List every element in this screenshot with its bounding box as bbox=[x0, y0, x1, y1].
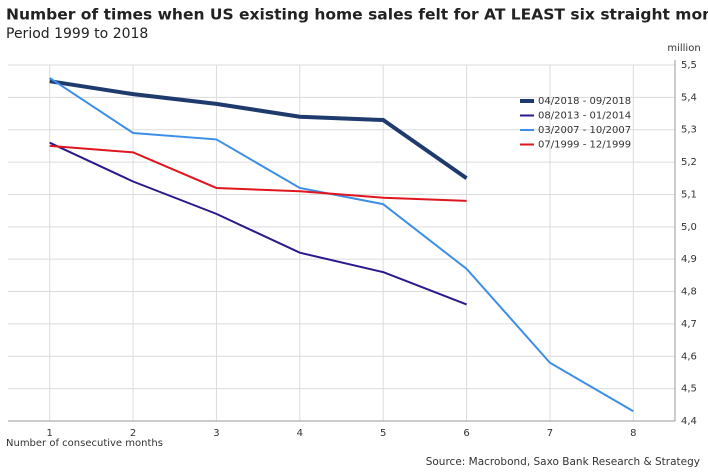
y-tick-label: 4,4 bbox=[681, 416, 697, 427]
y-tick-label: 4,5 bbox=[681, 384, 697, 395]
legend-label: 03/2007 - 10/2007 bbox=[538, 125, 631, 136]
x-tick-label: 2 bbox=[130, 428, 136, 439]
y-tick-label: 5,5 bbox=[681, 60, 697, 71]
y-tick-label: 5,2 bbox=[681, 157, 697, 168]
y-tick-label: 5,0 bbox=[681, 222, 697, 233]
series-line bbox=[49, 77, 634, 413]
series-line bbox=[49, 79, 468, 180]
x-axis-label: Number of consecutive months bbox=[6, 438, 163, 449]
x-tick-label: 5 bbox=[380, 428, 386, 439]
y-tick-label: 4,8 bbox=[681, 287, 697, 298]
y-tick-label: 4,7 bbox=[681, 319, 697, 330]
legend-label: 08/2013 - 01/2014 bbox=[538, 111, 631, 122]
y-tick-label: 4,9 bbox=[681, 254, 697, 265]
legend-label: 07/1999 - 12/1999 bbox=[538, 140, 631, 151]
y-tick-label: 5,1 bbox=[681, 189, 697, 200]
y-tick-label: 5,3 bbox=[681, 125, 697, 136]
series-line bbox=[49, 144, 467, 202]
series-line bbox=[49, 141, 467, 306]
x-tick-label: 6 bbox=[463, 428, 469, 439]
x-tick-label: 8 bbox=[630, 428, 636, 439]
chart-subtitle: Period 1999 to 2018 bbox=[6, 26, 148, 42]
x-tick-label: 1 bbox=[47, 428, 53, 439]
x-tick-label: 4 bbox=[297, 428, 303, 439]
x-tick-label: 3 bbox=[213, 428, 219, 439]
x-tick-label: 7 bbox=[547, 428, 553, 439]
source: Source: Macrobond, Saxo Bank Research & … bbox=[426, 456, 700, 468]
y-tick-label: 4,6 bbox=[681, 351, 697, 362]
y-unit: million bbox=[667, 43, 700, 54]
legend-label: 04/2018 - 09/2018 bbox=[538, 96, 631, 107]
chart-title: Number of times when US existing home sa… bbox=[6, 6, 708, 24]
y-tick-label: 5,4 bbox=[681, 92, 697, 103]
